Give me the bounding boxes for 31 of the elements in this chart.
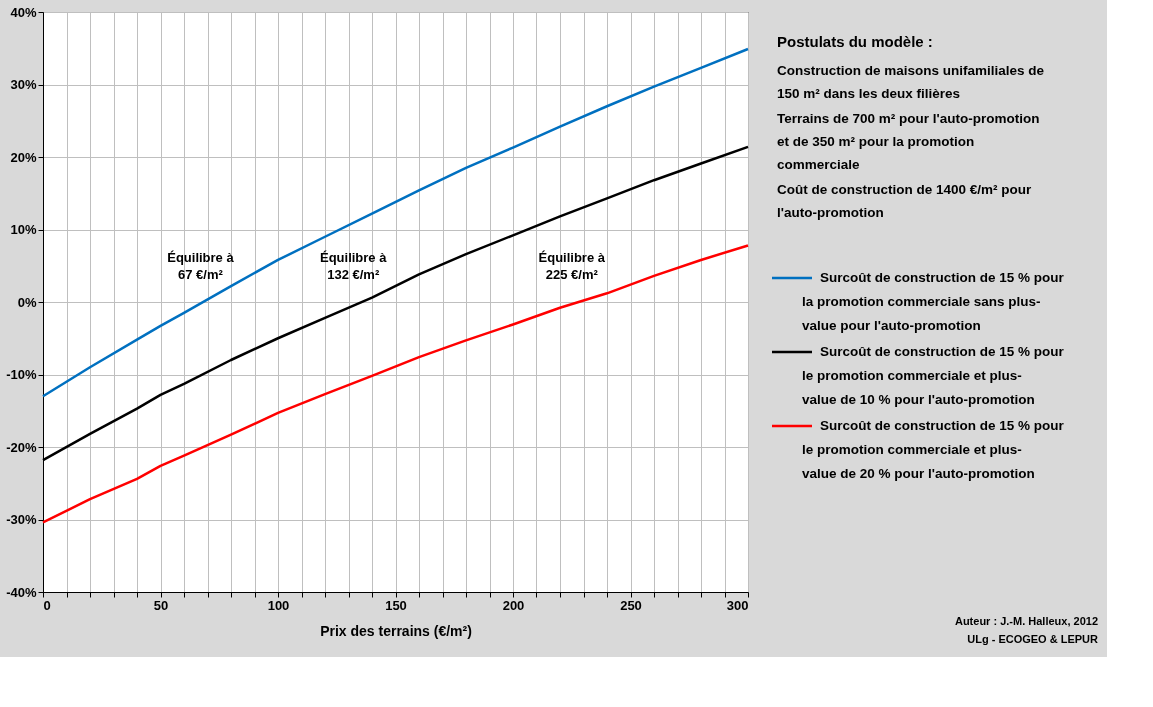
y-tick-label: -40% [6,584,37,600]
x-tick-label: 150 [385,597,407,613]
y-tick-label: 20% [10,149,37,165]
text: Coût de construction de 1400 €/m² pour l'auto-promotion [777,182,1033,220]
line-series [41,47,750,398]
text: Postulats du modèle : [777,33,933,50]
y-tick-label: 40% [10,4,37,20]
annotation: Équilibre à 67 €/m² [167,250,235,282]
legend-label: Surcoût de construction de 15 % pour la promotion commerciale sans plus-value pour l'auto-promotion [802,270,1065,333]
y-tick-label: -10% [6,367,37,382]
y-tick-label: -30% [6,512,37,527]
y-tick-label: 10% [10,222,37,237]
text: Terrains de 700 m² pour l'auto-promotion et de 350 m² pour la promotion commerciale [777,111,1040,172]
text: ULg - ECOGEO & LEPUR [967,633,1099,645]
x-tick-label: 0 [43,597,51,613]
y-tick-label: 0% [17,294,37,310]
x-tick-label: 50 [153,597,169,613]
x-tick-label: 200 [502,597,525,613]
y-tick-label: 30% [10,77,37,92]
legend-label: Surcoût de construction de 15 % pour le promotion commerciale et plus-value de 10 % pour l'auto-promotion [802,344,1065,407]
text: Construction de maisons unifamiliales de 150 m² dans les deux filières [777,63,1045,101]
x-axis-title: Prix des terrains (€/m²) [320,622,472,639]
annotation: Équilibre à 132 €/m² [319,250,388,282]
line-series [41,244,750,524]
legend-label: Surcoût de construction de 15 % pour le promotion commerciale et plus-value de 20 % pour l'auto-promotion [802,418,1065,481]
annotation: Équilibre à 225 €/m² [538,250,606,282]
text: Auteur : J.-M. Halleux, 2012 [954,615,1098,627]
x-tick-label: 100 [267,597,290,613]
x-tick-label: 300 [726,597,749,613]
y-tick-label: -20% [6,439,37,455]
x-tick-label: 250 [620,597,642,613]
